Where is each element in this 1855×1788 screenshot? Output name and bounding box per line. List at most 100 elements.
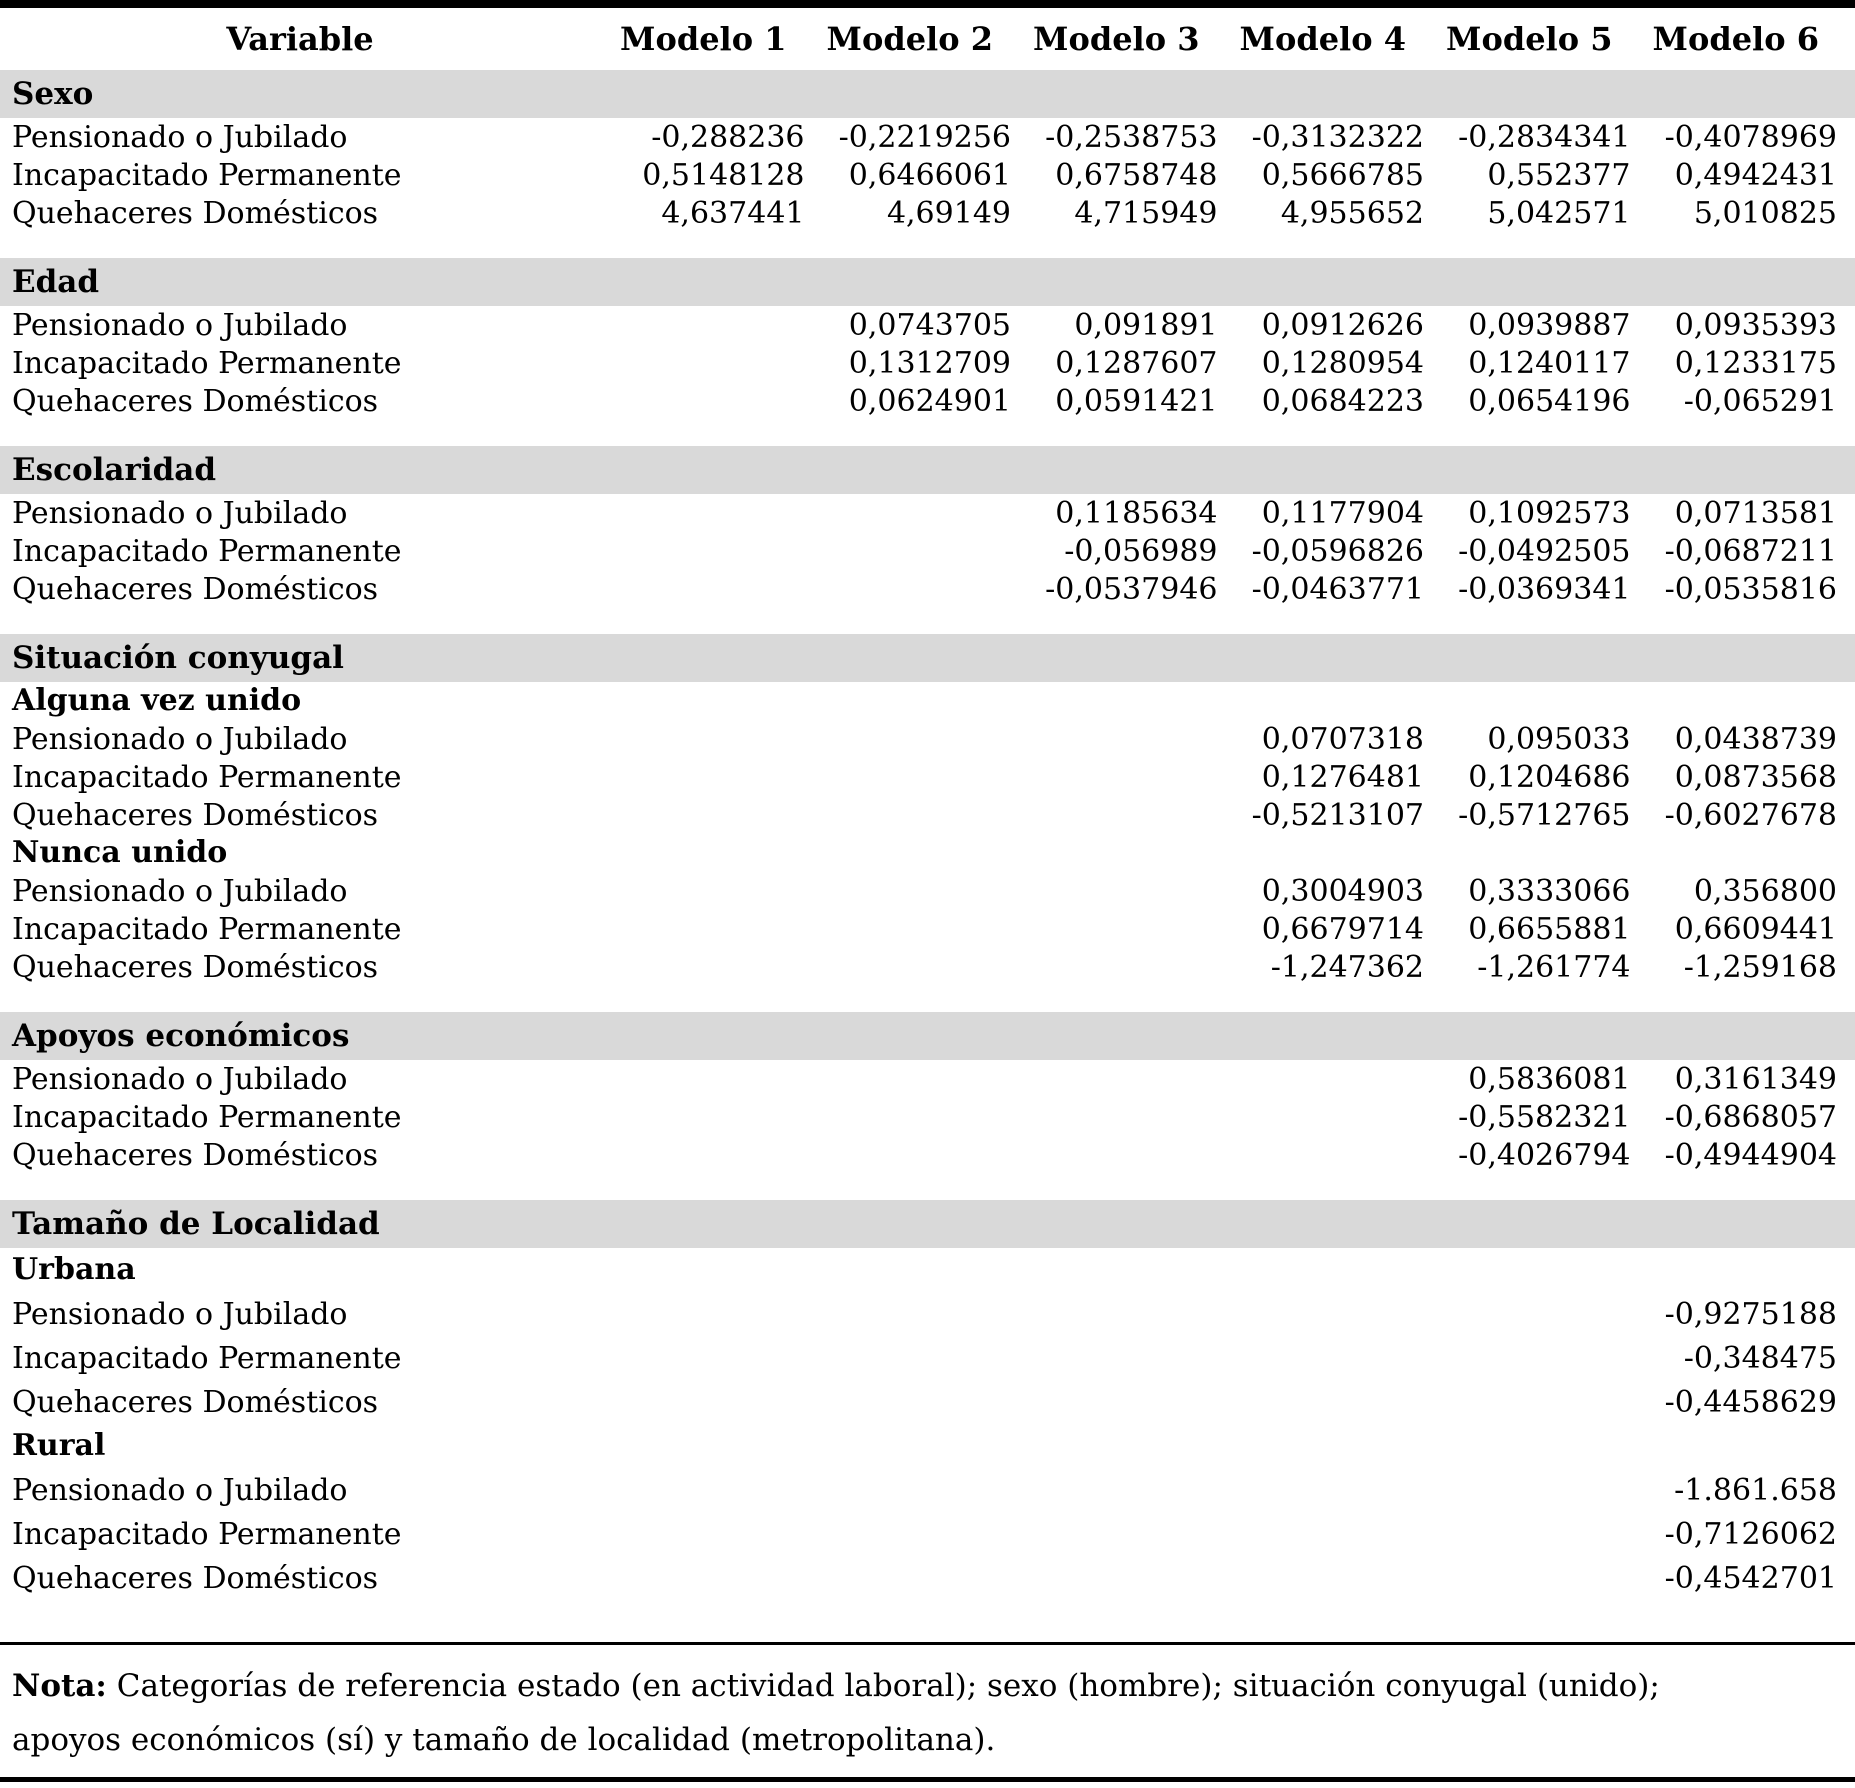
section-band: Tamaño de Localidad: [0, 1200, 1855, 1248]
cell-value: 0,5666785: [1261, 157, 1424, 193]
cell-value: 0,1287607: [1055, 345, 1218, 381]
table-row: Quehaceres Domésticos -0,0537946 -0,046377…: [0, 570, 1855, 608]
cell-value: -0,5712765: [1458, 797, 1631, 833]
table-row: Quehaceres Domésticos -0,4458629: [0, 1380, 1855, 1424]
cell-value: 4,715949: [1074, 195, 1218, 231]
row-label: Pensionado o Jubilado: [12, 307, 348, 343]
row-label: Pensionado o Jubilado: [12, 1061, 348, 1097]
cell-value: [807, 1490, 1014, 1491]
cell-value: 0,0654196: [1468, 383, 1631, 419]
table-row: Incapacitado Permanente -0,056989 -0,05968…: [0, 532, 1855, 570]
cell-value: 0,0591421: [1055, 383, 1218, 419]
section-title: Tamaño de Localidad: [12, 1206, 380, 1242]
cell-value: -0,0535816: [1664, 571, 1837, 607]
table-row: Quehaceres Domésticos -0,5213107 -0,571276…: [0, 796, 1855, 834]
cell-value: -0,065291: [1683, 383, 1837, 419]
cell-value: 0,1276481: [1261, 759, 1424, 795]
section-title: Escolaridad: [12, 452, 217, 488]
section-title: Situación conyugal: [12, 640, 344, 676]
cell-value: -0,0596826: [1251, 533, 1424, 569]
cell-value: 0,0935393: [1674, 307, 1837, 343]
note-text-2: apoyos económicos (sí) y tamaño de local…: [12, 1722, 996, 1758]
cell-value: [807, 1117, 1014, 1118]
table-row: Pensionado o Jubilado 0,3004903 0,3333066 0…: [0, 872, 1855, 910]
cell-value: -0,2538753: [1045, 119, 1218, 155]
cell-value: [600, 1358, 807, 1359]
cell-value: [807, 551, 1014, 552]
cell-value: 0,3161349: [1674, 1061, 1837, 1097]
cell-value: 0,5836081: [1468, 1061, 1631, 1097]
column-header-modelo-5: Modelo 5: [1446, 20, 1613, 58]
cell-value: [1220, 1079, 1427, 1080]
table-row: Incapacitado Permanente -0,348475: [0, 1336, 1855, 1380]
cell-value: -0,0687211: [1664, 533, 1837, 569]
cell-value: [807, 1155, 1014, 1156]
cell-value: [1013, 1117, 1220, 1118]
table-row: Incapacitado Permanente 0,1276481 0,120468…: [0, 758, 1855, 796]
cell-value: [1013, 1358, 1220, 1359]
row-label: Pensionado o Jubilado: [12, 1472, 348, 1508]
column-header-variable: Variable: [226, 20, 374, 58]
cell-value: [1013, 1490, 1220, 1491]
group-subheader: Alguna vez unido: [12, 683, 302, 718]
cell-value: [1220, 1578, 1427, 1579]
cell-value: 0,356800: [1693, 873, 1837, 909]
table-row: Incapacitado Permanente 0,5148128 0,646606…: [0, 156, 1855, 194]
cell-value: [600, 1155, 807, 1156]
cell-value: -0,4944904: [1664, 1137, 1837, 1173]
cell-value: -0,0537946: [1045, 571, 1218, 607]
section-band: Situación conyugal: [0, 634, 1855, 682]
cell-value: [600, 1490, 807, 1491]
cell-value: [1220, 1534, 1427, 1535]
cell-value: [1013, 1534, 1220, 1535]
table-section: Sexo Pensionado o Jubilado -0,288236 -0,221…: [0, 70, 1855, 232]
group-subheader: Rural: [12, 1428, 106, 1463]
cell-value: -0,288236: [651, 119, 805, 155]
note-top-rule: [0, 1642, 1855, 1645]
row-label: Incapacitado Permanente: [12, 157, 402, 193]
column-header-modelo-3: Modelo 3: [1033, 20, 1200, 58]
cell-value: [600, 1534, 807, 1535]
cell-value: -0,0369341: [1458, 571, 1631, 607]
row-label: Quehaceres Domésticos: [12, 949, 379, 985]
cell-value: -0,7126062: [1664, 1516, 1837, 1552]
cell-value: [1013, 967, 1220, 968]
table-section: Apoyos económicos Pensionado o Jubilado 0,…: [0, 1012, 1855, 1174]
cell-value: 0,1204686: [1468, 759, 1631, 795]
cell-value: -0,2834341: [1458, 119, 1631, 155]
cell-value: 0,0912626: [1261, 307, 1424, 343]
cell-value: [600, 967, 807, 968]
note-text-1: Categorías de referencia estado (en acti…: [116, 1668, 1660, 1704]
cell-value: [1426, 1534, 1633, 1535]
cell-value: [1013, 929, 1220, 930]
cell-value: [600, 1578, 807, 1579]
table-row: Incapacitado Permanente 0,6679714 0,665588…: [0, 910, 1855, 948]
column-header-modelo-1: Modelo 1: [620, 20, 787, 58]
cell-value: [1013, 891, 1220, 892]
cell-value: [1013, 1079, 1220, 1080]
table-row: Quehaceres Domésticos 4,637441 4,69149 4,71…: [0, 194, 1855, 232]
table-row: Pensionado o Jubilado -0,9275188: [0, 1292, 1855, 1336]
cell-value: 0,1280954: [1261, 345, 1424, 381]
cell-value: [600, 325, 807, 326]
row-label: Incapacitado Permanente: [12, 345, 402, 381]
cell-value: -0,348475: [1683, 1340, 1837, 1376]
cell-value: [600, 551, 807, 552]
cell-value: [1220, 1402, 1427, 1403]
row-label: Pensionado o Jubilado: [12, 873, 348, 909]
cell-value: [600, 401, 807, 402]
cell-value: 0,1092573: [1468, 495, 1631, 531]
cell-value: [600, 815, 807, 816]
cell-value: [1220, 1490, 1427, 1491]
row-label: Quehaceres Domésticos: [12, 1560, 379, 1596]
table-row: Quehaceres Domésticos -0,4542701: [0, 1556, 1855, 1600]
section-band: Edad: [0, 258, 1855, 306]
cell-value: [600, 1314, 807, 1315]
cell-value: [1220, 1314, 1427, 1315]
table-top-rule: [0, 0, 1855, 8]
cell-value: [807, 1079, 1014, 1080]
cell-value: 5,042571: [1487, 195, 1631, 231]
cell-value: 0,6679714: [1261, 911, 1424, 947]
cell-value: [1013, 1402, 1220, 1403]
